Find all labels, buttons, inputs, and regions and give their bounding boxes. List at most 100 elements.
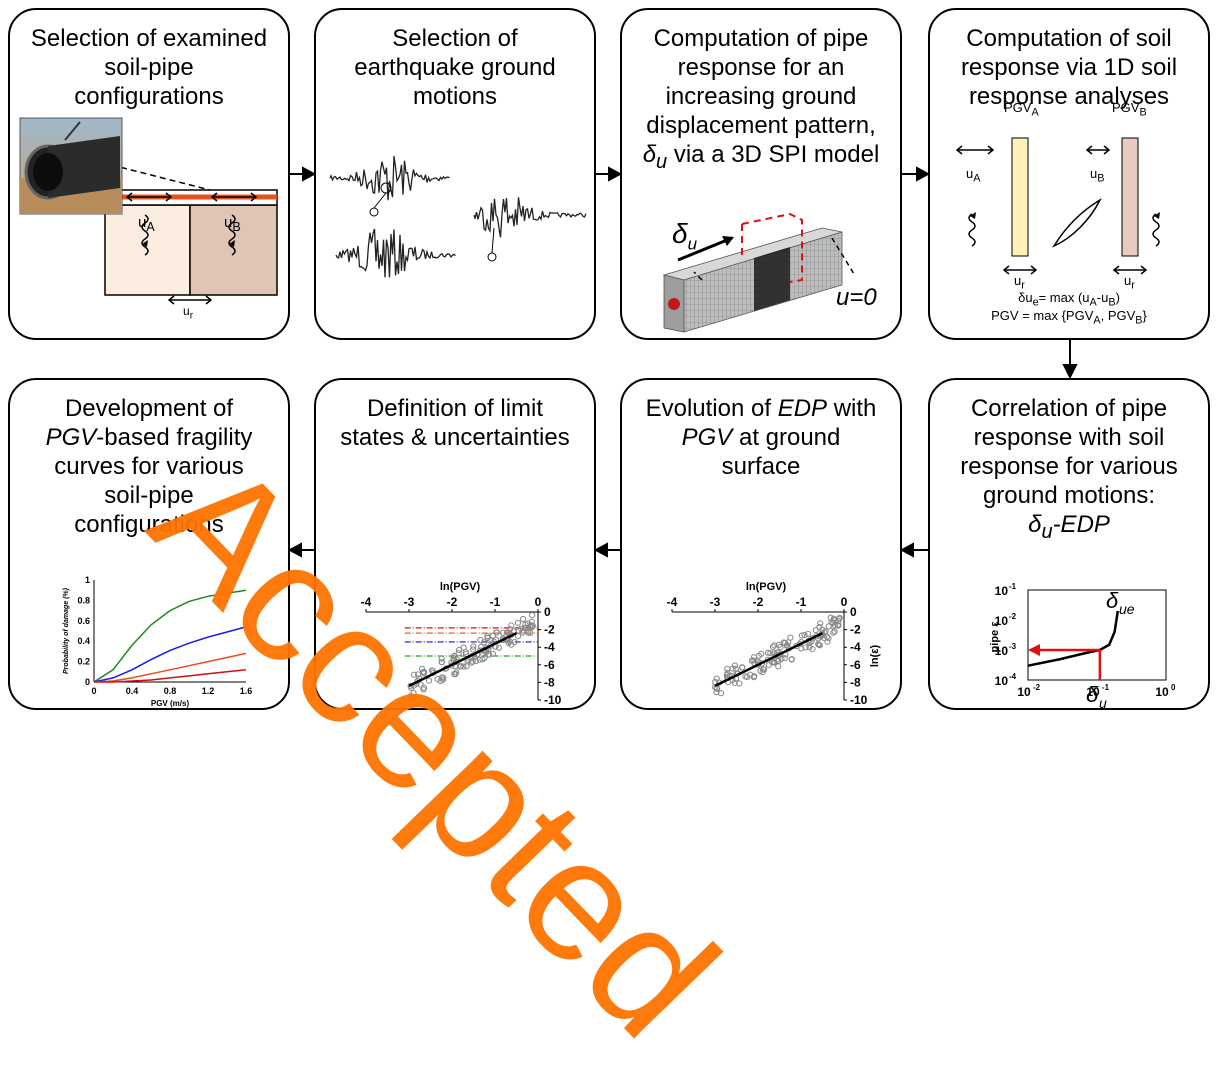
fragility-x-tick: 0.8 <box>164 686 177 696</box>
limit-point <box>495 644 502 651</box>
flow-arrows <box>287 166 1078 558</box>
limit-x-tick: -4 <box>361 595 372 609</box>
limit-point <box>529 612 536 619</box>
limit-y-tick: -8 <box>544 675 555 689</box>
edp-x-tick: -4 <box>667 595 678 609</box>
edp-point <box>828 619 835 626</box>
limit-point <box>456 663 464 670</box>
corr-y-tick: 10 <box>995 584 1009 598</box>
corr-y-tick-exp: -3 <box>1009 642 1017 651</box>
edp-x-tick: -2 <box>753 595 764 609</box>
edp-point <box>731 679 738 686</box>
edp-point <box>798 645 805 652</box>
limit-point <box>415 671 422 678</box>
edp-point <box>836 614 843 621</box>
corr-x-tick-exp: 0 <box>1171 683 1176 692</box>
corr-y-tick: 10 <box>995 614 1009 628</box>
edp-point <box>830 629 837 636</box>
limit-point <box>453 669 460 676</box>
limit-point <box>438 655 445 662</box>
corr-x-tick: 10 <box>1017 685 1031 699</box>
limit-point <box>407 693 414 700</box>
step-8-title: Development of PGV-based fragility curve… <box>45 395 253 538</box>
edp-point <box>831 622 839 629</box>
limit-fit-line <box>408 631 518 688</box>
edp-point <box>767 650 774 657</box>
fragility-curve-4 <box>94 669 247 683</box>
limit-point <box>493 629 500 636</box>
edp-point <box>764 649 772 656</box>
edp-point <box>774 656 781 663</box>
limit-point <box>504 629 511 636</box>
edp-point <box>816 642 823 649</box>
edp-point <box>825 635 832 642</box>
limit-point <box>508 622 515 629</box>
ur-label-a: ur <box>1014 273 1025 292</box>
limit-y-tick: 0 <box>544 605 551 619</box>
limit-y-tick: -6 <box>544 658 555 672</box>
fragility-x-tick: 1.2 <box>202 686 215 696</box>
limit-x-tick: -1 <box>490 595 501 609</box>
fragility-chart: 0 0.4 0.8 1.2 1.6 0 0.2 0.4 0.6 0.8 1 PGV (m/s) Prob… <box>63 575 252 708</box>
limit-point <box>477 636 484 644</box>
limit-point <box>479 656 486 663</box>
edp-point <box>834 621 841 629</box>
limit-point <box>440 674 447 681</box>
limit-point <box>520 627 527 634</box>
soil-column-b <box>1121 137 1139 257</box>
limit-point <box>425 677 433 684</box>
edp-y-tick: -10 <box>850 693 868 707</box>
formula-pgv: PGV = max {PGVA, PGVB} <box>991 308 1147 327</box>
soil-column-a <box>1011 137 1029 257</box>
edp-point <box>757 667 764 674</box>
ground-motion-3 <box>473 197 587 238</box>
step-1-box: Selection of examined soil-pipe configur… <box>8 8 290 340</box>
pgvb-label: PGVB <box>1112 100 1147 119</box>
step-3-box: Computation of pipe response for an incr… <box>620 8 902 340</box>
limit-y-tick: -4 <box>544 640 555 654</box>
limit-point <box>490 632 497 639</box>
corr-y-tick-exp: -4 <box>1009 672 1017 681</box>
edp-point <box>817 620 824 627</box>
edp-point <box>825 623 832 630</box>
edp-fit-line <box>714 631 824 688</box>
corr-x-tick: 10 <box>1086 685 1100 699</box>
corr-x-tick: 10 <box>1155 685 1169 699</box>
edp-point <box>798 632 805 639</box>
corr-red-arrowhead <box>1028 644 1040 656</box>
limit-y-tick: -2 <box>544 623 555 637</box>
step-1-title: Selection of examined soil-pipe configur… <box>30 25 268 110</box>
limit-point <box>468 659 475 666</box>
corr-y-tick: 10 <box>995 674 1009 688</box>
edp-x-tick: -3 <box>710 595 721 609</box>
fragility-y-tick: 0.6 <box>77 616 90 626</box>
edp-point <box>788 656 795 663</box>
limit-point <box>525 629 532 636</box>
ur-label: ur <box>183 304 194 322</box>
fragility-y-tick: 0.4 <box>77 636 90 646</box>
step-6-box: Evolution of EDP with PGV at ground surf… <box>620 378 902 710</box>
edp-point <box>723 671 731 679</box>
corr-y-tick-exp: -1 <box>1009 582 1017 591</box>
corr-x-label-sub: u <box>1099 695 1107 710</box>
ua-label-s4: uA <box>966 166 981 185</box>
limit-point <box>499 629 506 636</box>
limit-point <box>515 627 522 634</box>
edp-point <box>736 680 743 687</box>
edp-point <box>781 655 788 662</box>
edp-point <box>816 623 823 631</box>
edp-point <box>809 646 816 653</box>
ua-label: uA <box>138 214 155 234</box>
corr-x-tick-exp: -1 <box>1102 683 1110 692</box>
limit-point <box>407 682 414 689</box>
limit-x-tick: 0 <box>535 595 542 609</box>
limit-x-label: ln(PGV) <box>440 581 481 593</box>
corr-x-tick-exp: -2 <box>1033 683 1041 692</box>
corr-plot-frame <box>1027 589 1167 681</box>
fragility-y-tick: 0.8 <box>77 595 90 605</box>
u-zero-label: u=0 <box>836 284 877 311</box>
step-8-box: Development of PGV-based fragility curve… <box>8 378 290 710</box>
corr-curve-label: δ <box>1106 588 1119 613</box>
